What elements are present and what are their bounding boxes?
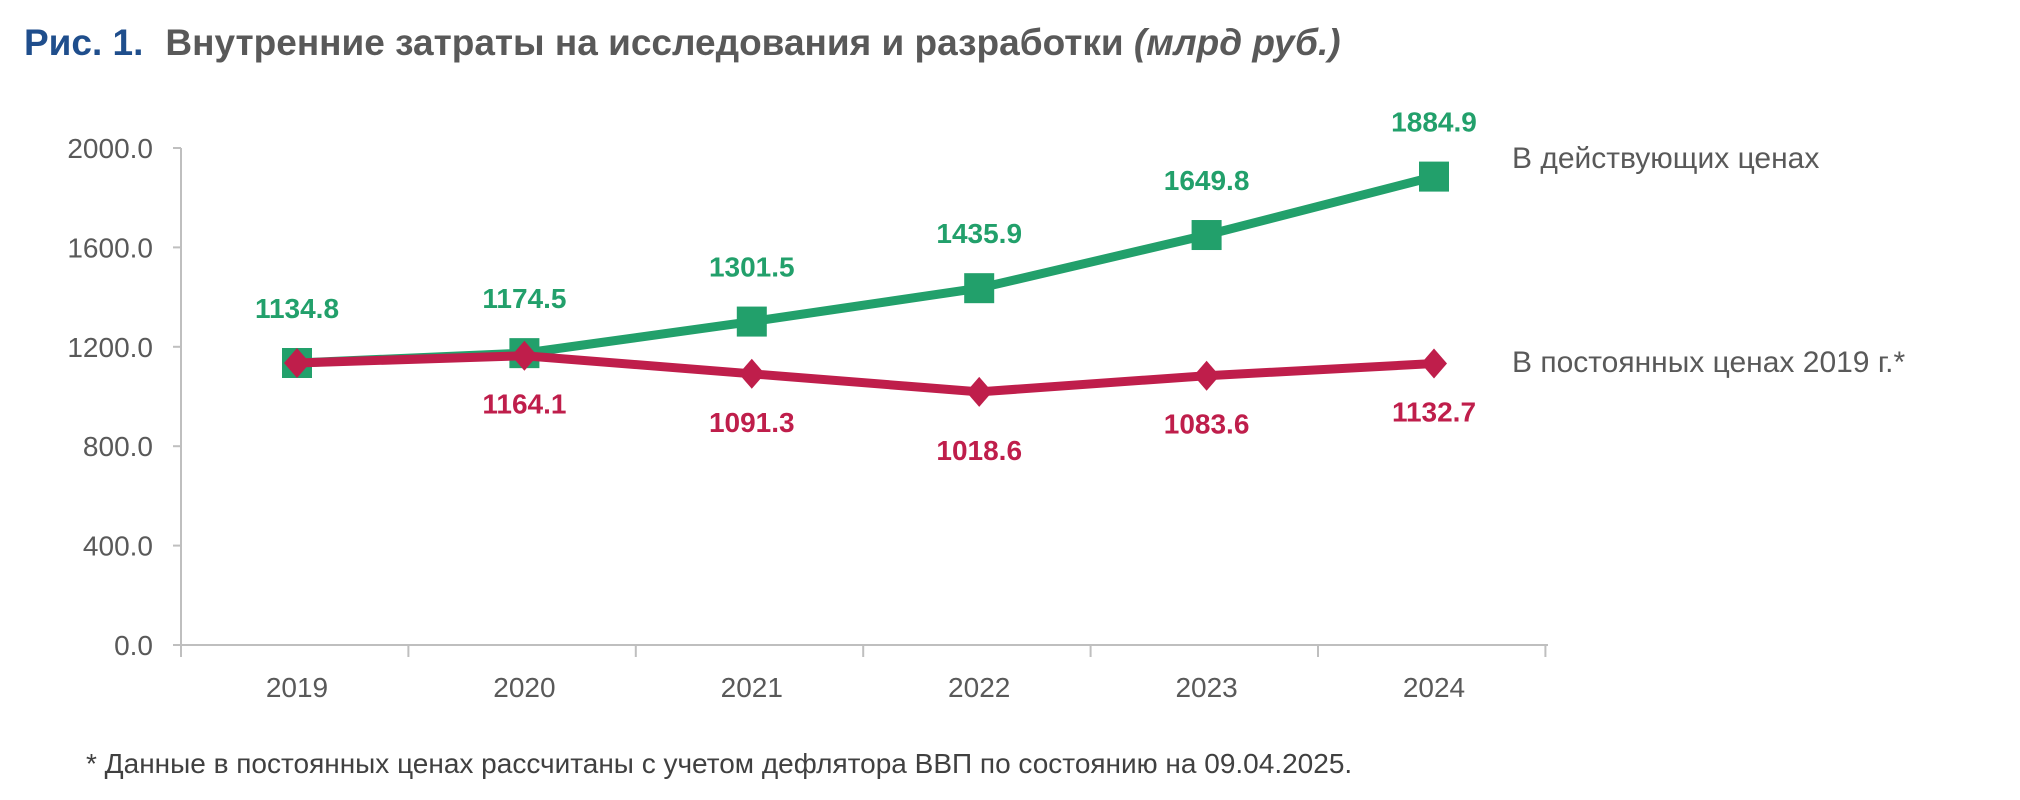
x-tick-label: 2021 <box>721 672 783 703</box>
series-line-current <box>296 172 1436 368</box>
data-point-diamond <box>966 376 993 407</box>
footnote: * Данные в постоянных ценах рассчитаны с… <box>86 748 1353 779</box>
data-point-square <box>964 273 995 304</box>
series-label: В действующих ценах <box>1512 142 1819 175</box>
data-point-diamond <box>738 358 765 389</box>
data-point-square <box>736 306 767 337</box>
data-label: 1301.5 <box>709 252 795 283</box>
data-label: 1884.9 <box>1391 107 1477 138</box>
data-label: 1174.5 <box>482 283 566 314</box>
data-label: 1649.8 <box>1164 165 1250 196</box>
data-label: 1018.6 <box>936 435 1022 466</box>
data-point-diamond <box>511 340 538 371</box>
series-label: В постоянных ценах 2019 г.* <box>1512 346 1905 379</box>
data-label: 1134.8 <box>255 293 339 324</box>
y-tick-label: 0.0 <box>114 630 153 661</box>
title-text: Внутренние затраты на исследования и раз… <box>165 22 1124 63</box>
y-tick-label: 1600.0 <box>67 232 153 263</box>
data-label: 1164.1 <box>482 389 566 420</box>
title-unit: (млрд руб.) <box>1133 22 1341 63</box>
x-tick-label: 2024 <box>1403 672 1465 703</box>
series-line-constant <box>296 351 1435 397</box>
chart-title: Рис. 1. Внутренние затраты на исследовани… <box>24 22 1341 64</box>
data-point-diamond <box>284 348 310 379</box>
data-point-square <box>1419 161 1449 192</box>
y-tick-label: 800.0 <box>83 431 153 462</box>
x-tick-label: 2023 <box>1175 672 1237 703</box>
data-point-square <box>1191 220 1222 251</box>
data-point-diamond <box>1193 360 1220 391</box>
y-tick-label: 2000.0 <box>67 133 153 164</box>
x-tick-label: 2022 <box>948 672 1010 703</box>
data-label: 1132.7 <box>1392 397 1476 428</box>
figure-number: Рис. 1. <box>24 22 144 63</box>
data-label: 1083.6 <box>1164 409 1250 440</box>
x-tick-label: 2020 <box>493 672 555 703</box>
x-tick-label: 2019 <box>266 672 328 703</box>
y-tick-label: 1200.0 <box>67 332 153 363</box>
y-tick-label: 400.0 <box>83 531 153 562</box>
data-point-diamond <box>1421 348 1447 379</box>
data-label: 1435.9 <box>936 218 1022 249</box>
data-label: 1091.3 <box>709 407 795 438</box>
